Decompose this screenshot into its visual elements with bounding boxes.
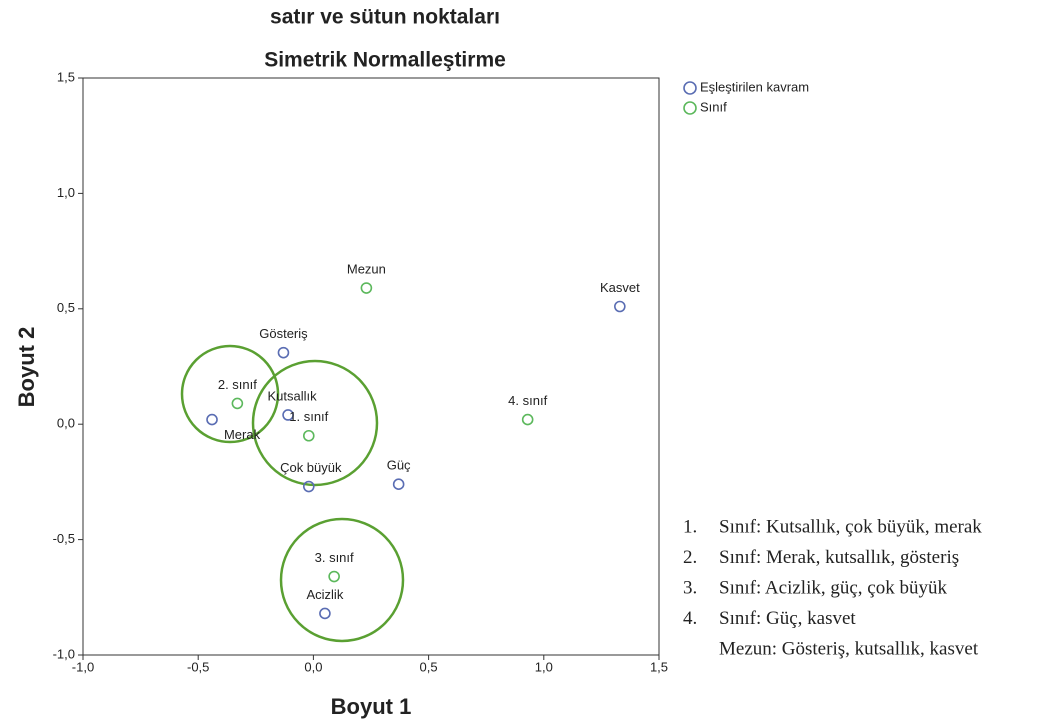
note-number: 2. <box>683 547 697 568</box>
plot-frame <box>82 77 660 656</box>
note-number: 3. <box>683 577 697 598</box>
point <box>302 429 315 442</box>
note-text: Sınıf: Acizlik, güç, çok büyük <box>719 577 947 598</box>
y-tick-label: -1,0 <box>53 646 75 661</box>
y-tick-label: 0,5 <box>57 300 75 315</box>
legend-swatch <box>683 81 697 95</box>
note-text: Sınıf: Güç, kasvet <box>719 608 856 629</box>
y-axis-label: Boyut 2 <box>14 327 39 408</box>
cluster-circle <box>180 344 280 444</box>
point <box>277 346 290 359</box>
x-tick-label: 1,0 <box>535 659 553 674</box>
note-number: 4. <box>683 608 697 629</box>
point-label: 2. sınıf <box>218 377 257 392</box>
x-axis-label: Boyut 1 <box>331 694 412 719</box>
note-text: Sınıf: Kutsallık, çok büyük, merak <box>719 516 982 537</box>
point-label: Güç <box>387 458 411 473</box>
point-label: Çok büyük <box>280 460 342 475</box>
y-tick-label: 1,0 <box>57 185 75 200</box>
chart-subtitle: Simetrik Normalleştirme <box>264 49 506 72</box>
point-label: 1. sınıf <box>289 409 328 424</box>
point-label: Merak <box>224 427 261 442</box>
point <box>328 570 340 583</box>
y-tick-label: 1,5 <box>57 69 75 84</box>
y-tick-label: 0,0 <box>57 416 75 431</box>
point-label: Gösteriş <box>259 326 308 341</box>
point <box>282 409 294 421</box>
note-number: 1. <box>683 516 697 537</box>
x-tick-label: -1,0 <box>72 659 94 674</box>
x-tick-label: 0,5 <box>420 659 438 674</box>
point <box>614 300 626 313</box>
point <box>319 607 331 620</box>
note-text: Sınıf: Merak, kutsallık, gösteriş <box>719 547 959 568</box>
point-label: Mezun <box>347 261 386 276</box>
point-label: Kutsallık <box>267 388 317 403</box>
x-tick-label: 1,5 <box>650 659 668 674</box>
cluster-circle <box>251 359 379 487</box>
point-label: Kasvet <box>600 280 640 295</box>
x-tick-label: -0,5 <box>187 659 209 674</box>
point <box>360 282 373 294</box>
point <box>302 480 315 493</box>
legend-label: Eşleştirilen kavram <box>700 79 809 94</box>
x-tick-label: 0,0 <box>304 659 322 674</box>
y-tick-label: -0,5 <box>53 531 75 546</box>
legend-label: Sınıf <box>700 99 727 114</box>
cluster-circle <box>279 517 405 643</box>
point <box>206 413 218 426</box>
chart-title: satır ve sütun noktaları <box>270 6 500 29</box>
point <box>231 397 244 410</box>
legend-swatch <box>683 101 697 115</box>
point-label: 4. sınıf <box>508 393 547 408</box>
note-text: Mezun: Gösteriş, kutsallık, kasvet <box>719 638 979 659</box>
point-label: 3. sınıf <box>315 550 354 565</box>
point <box>521 413 534 426</box>
point-label: Acizlik <box>306 587 343 602</box>
point <box>392 478 405 491</box>
